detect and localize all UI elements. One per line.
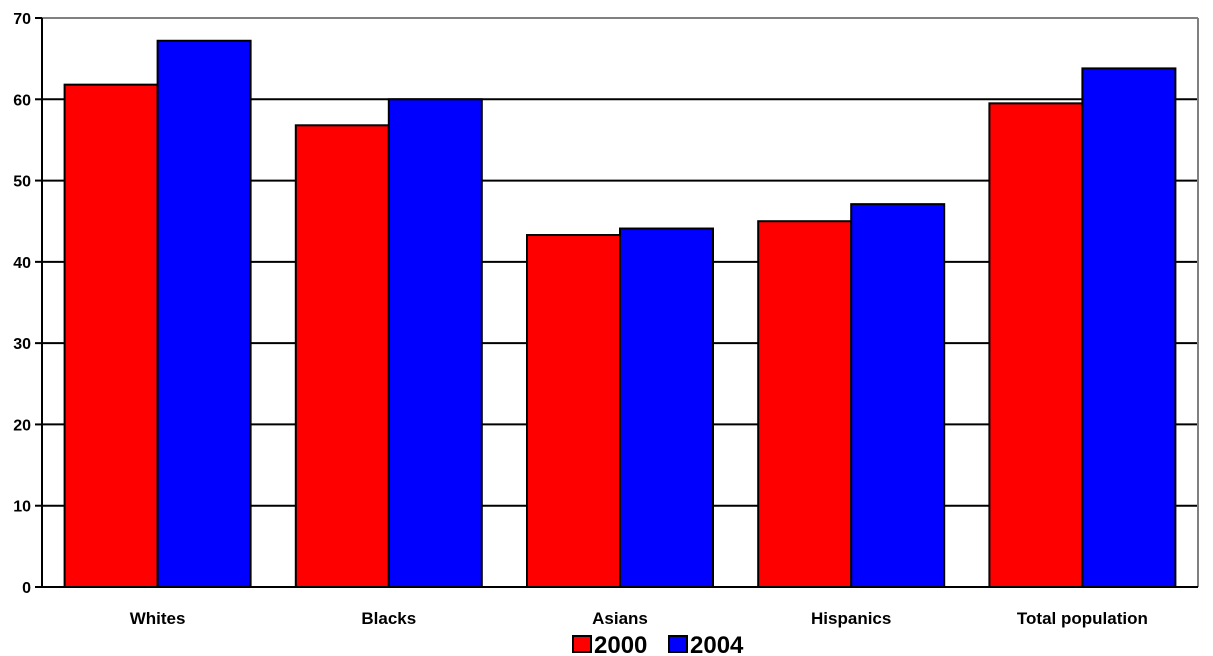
bar-2004-total-population: [1081, 67, 1177, 588]
x-category-label: Blacks: [361, 609, 416, 628]
bar-2000-total-population: [988, 102, 1084, 588]
y-tick-labels: 0 10 20 30 40 50 60 70: [13, 11, 31, 597]
bar-2000-hispanics: [757, 220, 853, 588]
x-category-label: Asians: [592, 609, 648, 628]
bars: [63, 39, 1177, 589]
y-tick-label: 20: [13, 417, 31, 434]
y-tick-label: 70: [13, 11, 31, 28]
legend-swatch-2004: [668, 635, 688, 653]
bar-2000-asians: [526, 234, 621, 588]
legend-label-2000: 2000: [594, 632, 647, 656]
y-tick-label: 30: [13, 336, 31, 353]
bar-2004-hispanics: [850, 203, 946, 588]
x-category-label: Hispanics: [811, 609, 891, 628]
legend-label-2004: 2004: [690, 632, 744, 656]
bar-2004-asians: [619, 227, 714, 588]
bar-2004-whites: [156, 39, 252, 588]
legend: 2000 2004: [572, 632, 744, 656]
x-category-label: Total population: [1017, 609, 1148, 628]
legend-swatch-2000: [572, 635, 592, 653]
category-labels: Whites Blacks Asians Hispanics Total populat…: [130, 609, 1148, 628]
bar-2000-whites: [63, 83, 159, 588]
y-tick-label: 0: [22, 580, 31, 597]
bar-2000-blacks: [294, 124, 390, 588]
bar-2004-blacks: [387, 98, 483, 589]
y-tick-label: 10: [13, 499, 31, 516]
x-category-label: Whites: [130, 609, 186, 628]
y-tick-label: 50: [13, 174, 31, 191]
y-tick-label: 40: [13, 255, 31, 272]
y-tick-label: 60: [13, 92, 31, 109]
